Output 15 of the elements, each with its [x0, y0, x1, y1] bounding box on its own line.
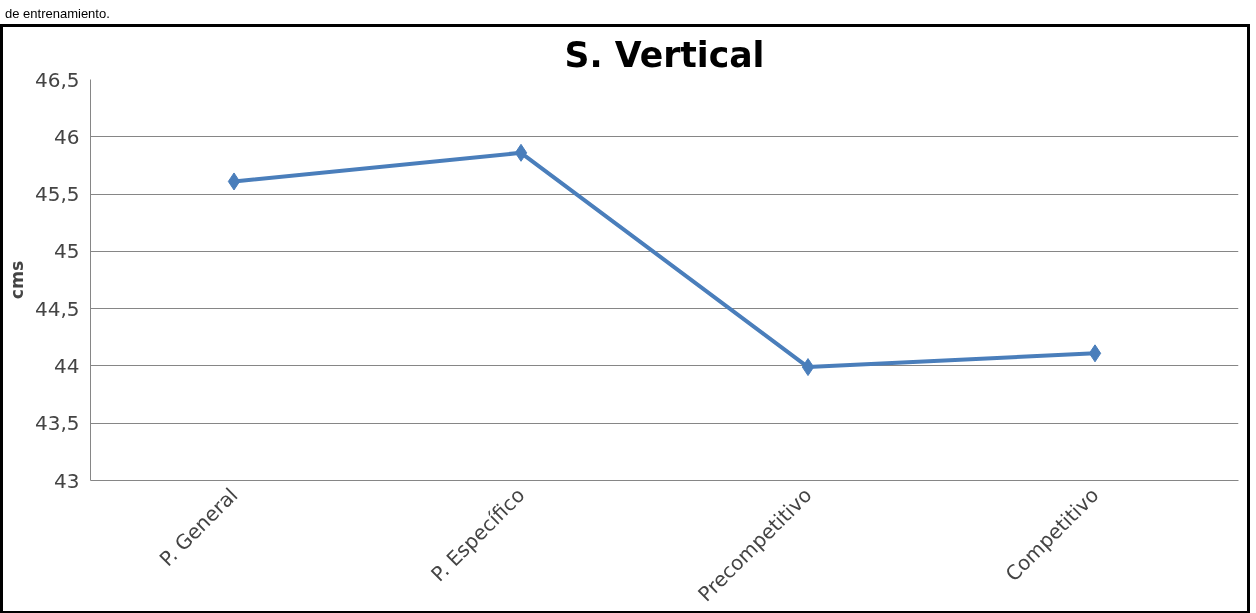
- point: [227, 172, 241, 191]
- y-tick-label: 44: [54, 353, 80, 378]
- y-tick-label: 44,5: [34, 296, 80, 321]
- y-axis-title: cms: [6, 260, 27, 300]
- y-tick-label: 43: [54, 468, 80, 493]
- point: [514, 143, 528, 162]
- y-tick-label: 46,5: [34, 67, 80, 92]
- text: de entrenamiento.: [5, 5, 110, 23]
- y-tick-label: 43,5: [34, 411, 80, 436]
- y-tick-label: 46: [54, 124, 80, 149]
- chart-title: S. Vertical: [564, 34, 765, 75]
- point: [1088, 344, 1102, 363]
- y-tick-label: 45,5: [34, 182, 80, 207]
- point: [801, 358, 815, 377]
- y-tick-label: 45: [54, 239, 80, 264]
